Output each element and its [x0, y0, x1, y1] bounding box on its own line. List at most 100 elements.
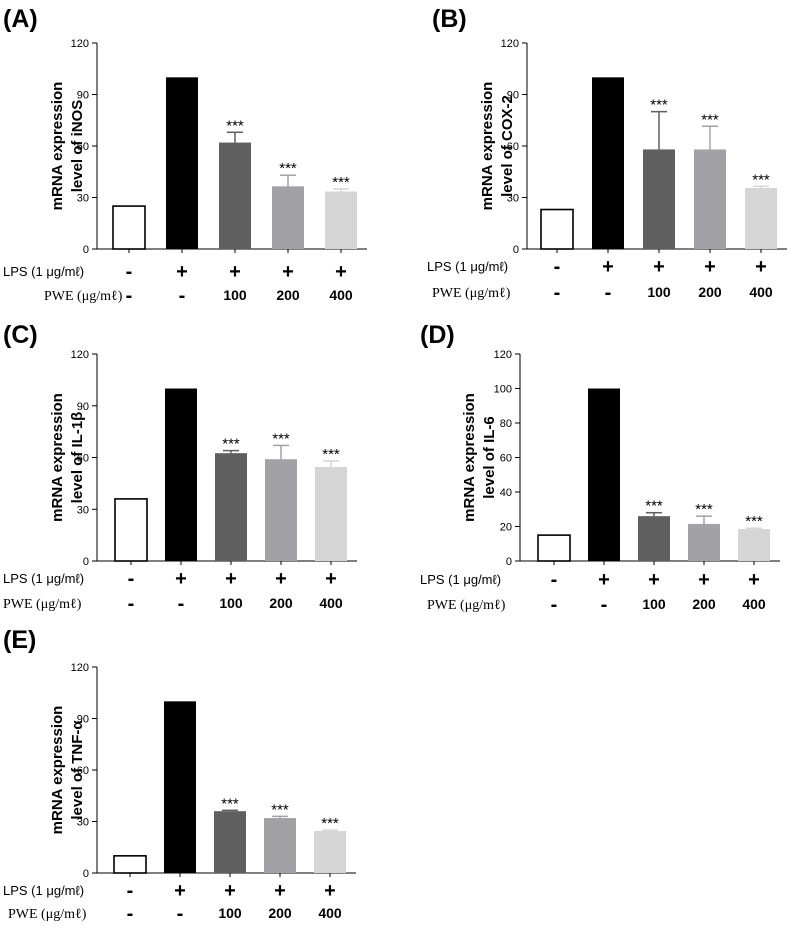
y-tick-label: 100 [494, 384, 512, 396]
pwe-value: - [127, 903, 134, 925]
pwe-value: - [605, 282, 612, 304]
lps-value: + [282, 261, 294, 283]
pwe-value: 200 [698, 284, 722, 300]
lps-value: - [127, 880, 134, 902]
pwe-value: 400 [742, 596, 766, 612]
y-tick-label: 120 [71, 662, 89, 674]
lps-value: - [126, 261, 133, 283]
lps-row-label: LPS (1 μg/mℓ) [427, 259, 508, 274]
panel-label: (E) [3, 626, 36, 654]
pwe-row-label: PWE (μg/mℓ) [3, 597, 82, 612]
bar [540, 208, 574, 250]
y-tick-label: 120 [494, 349, 512, 361]
y-tick-label: 60 [77, 453, 89, 465]
y-tick-label: 30 [507, 193, 519, 205]
pwe-value: 200 [276, 287, 300, 303]
lps-value: + [274, 880, 286, 902]
lps-value: + [748, 569, 760, 591]
y-tick-label: 30 [77, 193, 89, 205]
y-tick-label: 40 [500, 487, 512, 499]
y-tick-label: 0 [506, 556, 512, 568]
y-tick-label: 60 [77, 141, 89, 153]
y-tick-label: 30 [77, 504, 89, 516]
significance-label: *** [279, 160, 297, 177]
lps-value: + [648, 569, 660, 591]
lps-row-label: LPS (1 μg/mℓ) [3, 883, 84, 898]
y-axis-label: mRNA expression [49, 82, 66, 211]
lps-value: + [602, 256, 614, 278]
y-axis-label: mRNA expression [479, 82, 496, 211]
bar [219, 142, 251, 249]
bar [114, 498, 148, 562]
significance-label: *** [752, 171, 770, 188]
panel-label: (C) [3, 321, 38, 349]
pwe-value: - [179, 285, 186, 307]
panel-label: (A) [3, 5, 38, 33]
pwe-value: 400 [329, 287, 353, 303]
bar [325, 191, 357, 249]
pwe-value: 100 [223, 287, 247, 303]
pwe-value: - [177, 903, 184, 925]
lps-value: + [175, 568, 187, 590]
pwe-row-label: PWE (μg/mℓ) [8, 907, 87, 922]
bar [113, 855, 147, 874]
y-axis-label: level of IL-1β [69, 412, 86, 504]
significance-label: *** [272, 430, 290, 447]
lps-value: + [224, 880, 236, 902]
panel-label: (B) [432, 5, 467, 33]
bar [166, 77, 198, 249]
significance-label: *** [332, 174, 350, 191]
bar [215, 453, 247, 561]
pwe-value: 100 [642, 596, 666, 612]
bar [272, 186, 304, 249]
y-axis-label: level of iNOS [69, 100, 86, 193]
lps-value: + [698, 569, 710, 591]
lps-value: + [275, 568, 287, 590]
pwe-row-label: PWE (μg/mℓ) [427, 598, 506, 613]
pwe-value: - [178, 593, 185, 615]
pwe-value: 200 [692, 596, 716, 612]
significance-label: *** [695, 501, 713, 518]
bar [112, 205, 146, 250]
pwe-value: 400 [318, 905, 342, 921]
y-tick-label: 120 [71, 38, 89, 50]
pwe-value: 400 [749, 284, 773, 300]
significance-label: *** [701, 111, 719, 128]
bar [537, 534, 571, 562]
bar [745, 188, 777, 249]
significance-label: *** [322, 446, 340, 463]
chart-panel-e: (E) mRNA expression level of TNF-α 0 30 60 90 1… [3, 626, 356, 925]
pwe-value: - [601, 594, 608, 616]
pwe-value: - [128, 593, 135, 615]
bar [638, 516, 670, 561]
y-axis-label: level of IL-6 [481, 416, 498, 499]
y-tick-label: 30 [77, 817, 89, 829]
y-axis-label: mRNA expression [49, 706, 66, 835]
y-axis-label: mRNA expression [461, 393, 478, 522]
significance-label: *** [226, 117, 244, 134]
lps-row-label: LPS (1 μg/mℓ) [3, 264, 84, 279]
bar [164, 701, 196, 873]
lps-value: + [335, 261, 347, 283]
y-tick-label: 90 [77, 90, 89, 102]
pwe-value: 100 [218, 905, 242, 921]
bar [214, 811, 246, 873]
y-axis-label: level of TNF-α [69, 720, 86, 820]
y-tick-label: 0 [83, 868, 89, 880]
lps-value: - [128, 568, 135, 590]
lps-value: + [598, 569, 610, 591]
significance-label: *** [645, 498, 663, 515]
pwe-row-label: PWE (μg/mℓ) [44, 289, 123, 304]
bar [165, 388, 197, 561]
pwe-row-label: PWE (μg/mℓ) [432, 286, 511, 301]
y-tick-label: 0 [83, 244, 89, 256]
bar [315, 466, 347, 561]
lps-value: + [704, 256, 716, 278]
pwe-value: 100 [219, 595, 243, 611]
chart-panel-b: (B) mRNA expression level of COX-2 0 30 60 90 1… [427, 5, 787, 304]
bar [265, 459, 297, 561]
lps-value: + [653, 256, 665, 278]
y-tick-label: 80 [500, 418, 512, 430]
lps-value: + [174, 880, 186, 902]
lps-value: + [176, 261, 188, 283]
